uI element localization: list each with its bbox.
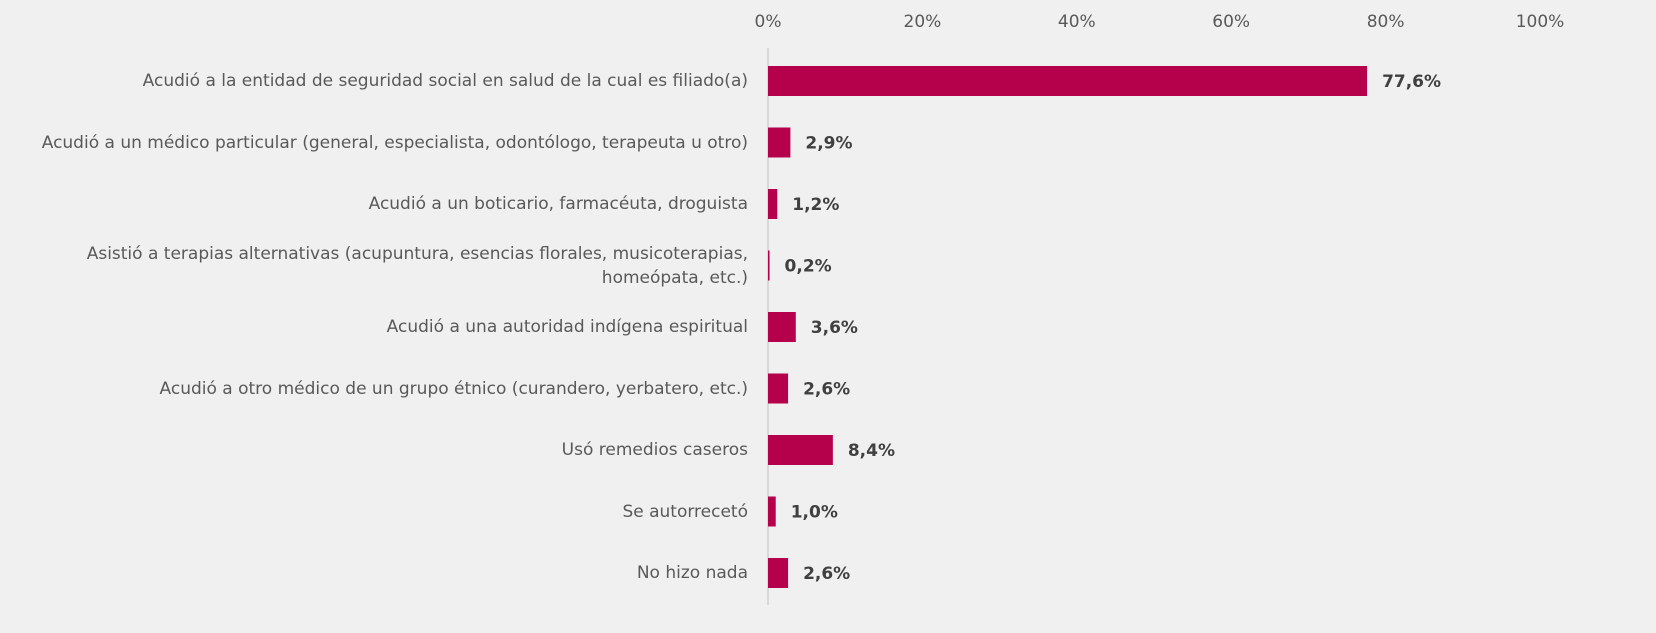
value-label: 1,0% [791,503,838,523]
bar [768,66,1368,96]
value-label: 2,6% [803,564,850,584]
value-label: 3,6% [811,318,858,338]
x-tick-label: 60% [1212,12,1250,32]
value-label: 2,6% [803,380,850,400]
value-label: 77,6% [1382,72,1441,92]
bar [768,558,789,588]
category-label: Asistió a terapias alternativas (acupunt… [86,243,748,288]
value-label: 0,2% [785,257,832,277]
category-label: Acudió a la entidad de seguridad social … [142,71,748,91]
x-tick-label: 100% [1516,12,1565,32]
category-label: Acudió a una autoridad indígena espiritu… [386,317,748,337]
category-label: No hizo nada [636,563,748,583]
bar [768,250,770,281]
x-tick-label: 0% [755,12,782,32]
value-label: 1,2% [792,195,839,215]
bar [768,127,791,158]
bar [768,373,789,404]
value-label: 8,4% [848,441,895,461]
category-label: Usó remedios caseros [561,440,748,460]
x-tick-label: 20% [904,12,942,32]
bar [768,435,833,465]
bar [768,312,796,342]
category-label: Acudió a un boticario, farmacéuta, drogu… [368,194,748,214]
bar [768,496,776,527]
value-label: 2,9% [805,134,852,154]
category-label: Acudió a un médico particular (general, … [41,132,748,153]
bar [768,189,778,219]
x-tick-label: 80% [1367,12,1405,32]
category-label: Acudió a otro médico de un grupo étnico … [159,378,748,399]
category-label: Se autorrecetó [622,501,748,522]
x-tick-label: 40% [1058,12,1096,32]
